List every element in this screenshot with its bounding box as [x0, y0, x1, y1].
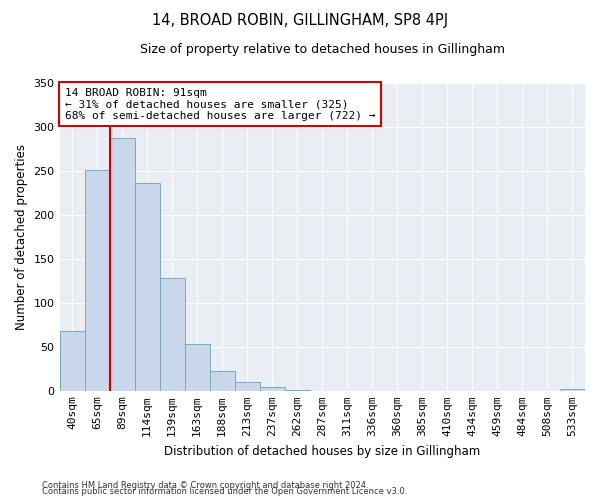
Bar — [235, 382, 260, 391]
Bar — [209, 370, 235, 391]
Bar — [134, 184, 160, 391]
Bar — [110, 138, 134, 391]
Text: Contains public sector information licensed under the Open Government Licence v3: Contains public sector information licen… — [42, 487, 407, 496]
Text: 14 BROAD ROBIN: 91sqm
← 31% of detached houses are smaller (325)
68% of semi-det: 14 BROAD ROBIN: 91sqm ← 31% of detached … — [65, 88, 375, 121]
Bar — [560, 389, 585, 391]
Bar — [185, 344, 209, 391]
Y-axis label: Number of detached properties: Number of detached properties — [15, 144, 28, 330]
Bar — [285, 390, 310, 391]
Bar — [260, 388, 285, 391]
Bar — [85, 170, 110, 391]
Title: Size of property relative to detached houses in Gillingham: Size of property relative to detached ho… — [140, 42, 505, 56]
Text: 14, BROAD ROBIN, GILLINGHAM, SP8 4PJ: 14, BROAD ROBIN, GILLINGHAM, SP8 4PJ — [152, 12, 448, 28]
X-axis label: Distribution of detached houses by size in Gillingham: Distribution of detached houses by size … — [164, 444, 481, 458]
Bar — [160, 278, 185, 391]
Bar — [59, 331, 85, 391]
Text: Contains HM Land Registry data © Crown copyright and database right 2024.: Contains HM Land Registry data © Crown c… — [42, 481, 368, 490]
